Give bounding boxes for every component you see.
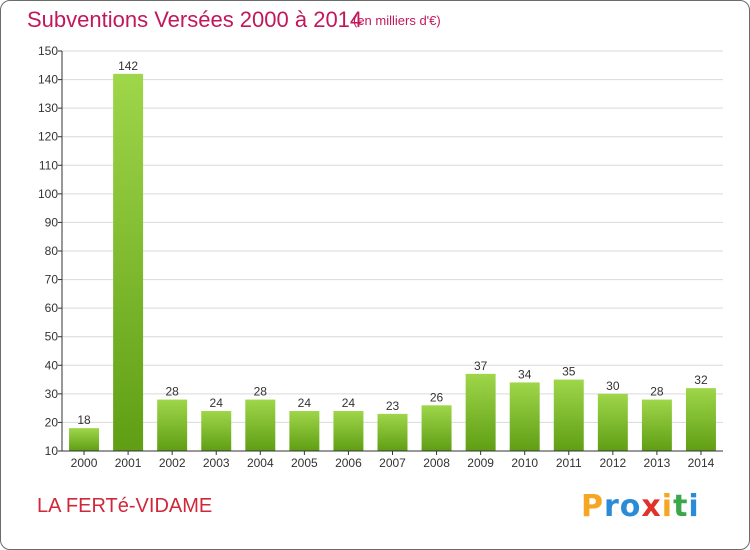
y-tick-label: 120 [38,130,58,144]
bar-value-label: 24 [298,396,312,410]
x-tick-label: 2012 [599,456,626,470]
bar [465,373,496,451]
y-tick-label: 90 [45,215,59,229]
commune-name: LA FERTé-VIDAME [37,495,213,517]
y-tick-label: 30 [45,387,59,401]
y-tick-label: 20 [45,415,59,429]
bar-value-label: 28 [165,385,179,399]
y-tick-label: 40 [45,358,59,372]
bar [509,382,540,451]
bar [333,411,364,451]
y-tick-label: 50 [45,330,59,344]
bar-value-label: 34 [518,367,532,381]
x-tick-label: 2003 [203,456,230,470]
bar-value-label: 18 [77,413,91,427]
bar-value-label: 28 [650,385,664,399]
bar-value-label: 26 [430,390,444,404]
grid-layer [62,50,723,452]
bar [421,405,452,451]
y-tick-label: 80 [45,244,59,258]
bar [377,413,408,451]
y-tick-label: 10 [45,444,59,458]
chart-unit: (en milliers d'€) [353,13,441,28]
bar-layer [69,73,716,451]
y-tick-label: 70 [45,273,59,287]
axis-layer: 10 20 30 40 50 60 70 80 90 100 110 120 130 140 150 18 20… [38,44,723,470]
bar [641,399,672,451]
x-tick-label: 2002 [159,456,186,470]
x-tick-label: 2014 [688,456,715,470]
logo-letter: t [673,489,689,524]
y-tick-label: 110 [39,158,58,172]
x-tick-label: 2001 [115,456,142,470]
x-tick-label: 2000 [71,456,98,470]
x-tick-label: 2008 [423,456,450,470]
x-tick-label: 2011 [556,456,582,470]
proxiti-logo: Proxiti [581,489,700,524]
y-tick-label: 150 [38,44,58,58]
bar [69,428,100,451]
logo-letter: r [604,489,620,524]
chart-title: Subventions Versées 2000 à 2014 [27,7,363,32]
bar [245,399,276,451]
bar-value-label: 37 [474,359,488,373]
x-tick-label: 2010 [511,456,538,470]
bar-value-label: 24 [210,396,224,410]
logo-letter: P [581,489,604,524]
logo-letter: i [688,489,700,524]
x-tick-label: 2004 [247,456,274,470]
y-tick-label: 100 [38,187,58,201]
bar [289,411,320,451]
x-tick-label: 2013 [644,456,671,470]
bar [201,411,232,451]
x-tick-label: 2007 [379,456,406,470]
bar [597,393,628,451]
bar [157,399,188,451]
bar [685,388,716,451]
bar-value-label: 142 [118,59,138,73]
y-tick-label: 130 [38,101,58,115]
bar [553,379,584,451]
y-tick-label: 140 [38,73,58,87]
bar-value-label: 28 [254,385,268,399]
logo-letter: o [619,489,642,524]
bar-value-label: 23 [386,399,400,413]
bar-value-label: 30 [606,379,620,393]
bar-value-label: 35 [562,365,576,379]
x-tick-label: 2005 [291,456,318,470]
bar-value-label: 32 [694,373,708,387]
bar [113,73,144,451]
bar-value-label: 24 [342,396,356,410]
x-tick-label: 2009 [467,456,494,470]
y-tick-label: 60 [45,301,59,315]
x-tick-label: 2006 [335,456,362,470]
logo-letter: x [641,489,662,524]
logo-letter: i [661,489,674,524]
